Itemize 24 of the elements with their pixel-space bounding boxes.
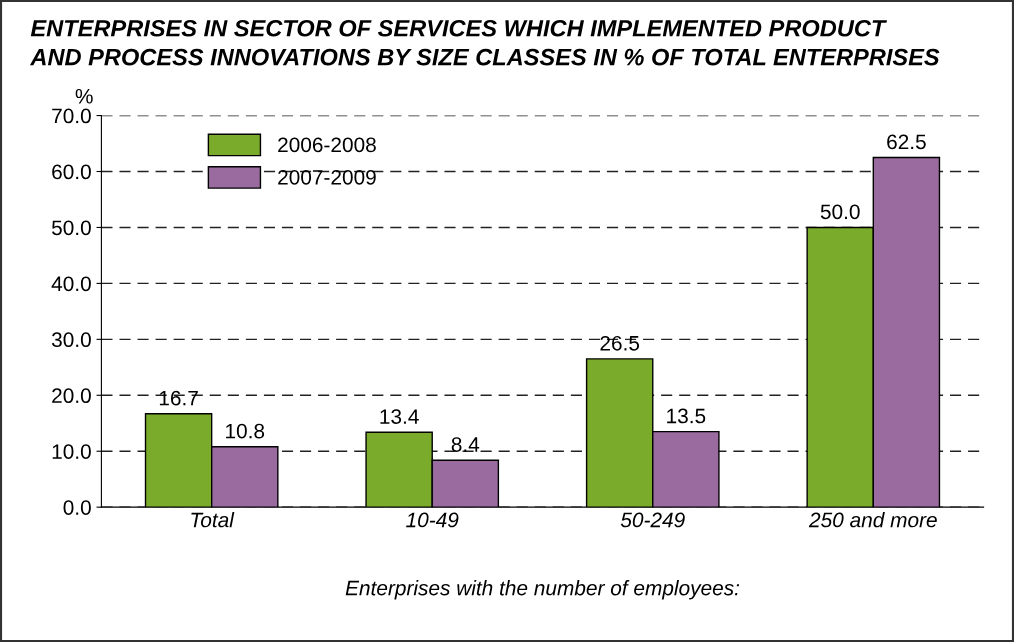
y-tick-label: 40.0 [51, 276, 91, 292]
x-tick-label: 250 and more [808, 512, 937, 528]
x-tick-label: 10-49 [406, 512, 459, 528]
y-tick-label: 10.0 [52, 444, 91, 459]
legend-label: 2007-2009 [278, 169, 376, 185]
data-label: 10.8 [226, 423, 265, 439]
chart-title: ENTERPRISES IN SECTOR OF SERVICES WHICH IMPLEMENTED PRODUCT AND PROCESS INNOVATIONS BY SIZE CLASSES IN % OF TOTAL ENTERPRISES [29, 19, 940, 66]
y-tick-label: 70.0 [52, 108, 91, 124]
legend-label: 2006-2008 [278, 137, 376, 153]
x-tick-label: Total [191, 512, 235, 528]
y-axis-title: % [75, 88, 93, 104]
data-label: 62.5 [887, 134, 926, 150]
data-label: 13.4 [380, 409, 419, 424]
y-tick-label: 20.0 [52, 388, 91, 404]
data-label: 8.4 [451, 437, 480, 452]
data-label: 13.5 [667, 408, 706, 424]
x-axis-title: Enterprises with the number of employees: [345, 580, 740, 600]
data-label: 26.5 [600, 335, 640, 351]
data-label: 50.0 [820, 204, 860, 220]
y-tick-label: 60.0 [52, 164, 91, 180]
y-tick-label: 0.0 [63, 500, 91, 515]
x-tick-label: 50-249 [620, 512, 685, 528]
y-tick-label: 50.0 [51, 220, 91, 236]
y-tick-label: 30.0 [51, 332, 91, 348]
